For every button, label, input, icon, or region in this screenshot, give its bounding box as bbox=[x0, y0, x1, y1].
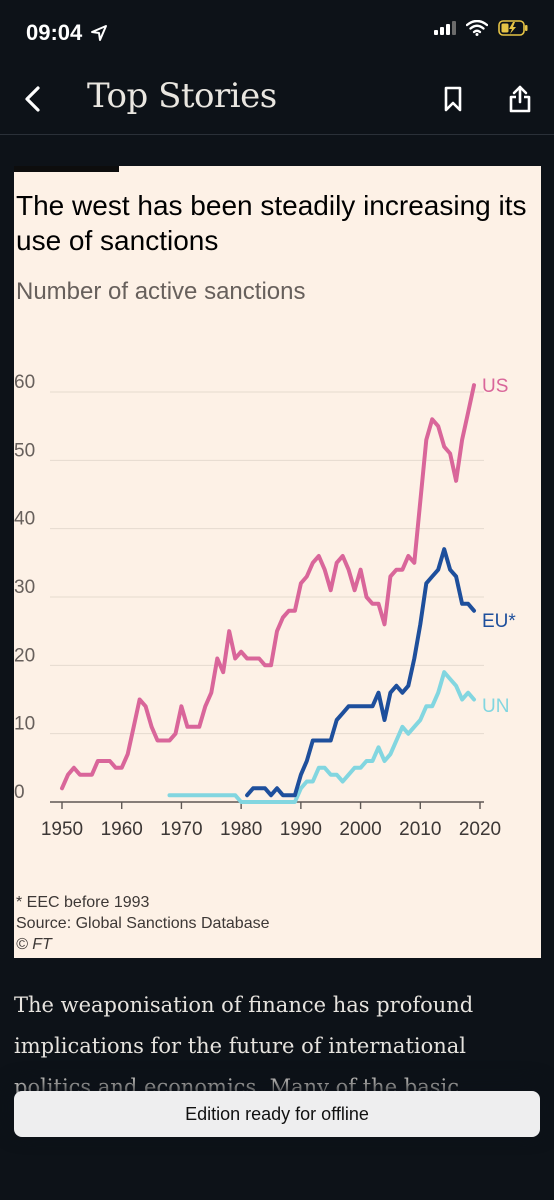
chart-card: The west has been steadily increasing it… bbox=[14, 166, 541, 958]
share-button[interactable] bbox=[503, 82, 537, 116]
location-arrow-icon bbox=[91, 25, 108, 41]
offline-toast-label: Edition ready for offline bbox=[185, 1103, 369, 1124]
x-tick-label: 1990 bbox=[280, 819, 322, 840]
y-tick-label: 60 bbox=[14, 372, 35, 393]
chevron-left-icon bbox=[25, 86, 40, 112]
series-line-us bbox=[60, 383, 476, 791]
wifi-icon bbox=[466, 20, 488, 36]
y-tick-label: 0 bbox=[14, 782, 25, 803]
chart-source: Source: Global Sanctions Database bbox=[16, 915, 270, 932]
x-tick-label: 2000 bbox=[339, 819, 381, 840]
article-body: The weaponisation of finance has profoun… bbox=[14, 993, 474, 1099]
chart-subtitle: Number of active sanctions bbox=[16, 278, 306, 305]
line-chart: 0 10 20 30 40 50 60 1950 1960 1970 1980 1990 2000 201… bbox=[14, 372, 516, 840]
x-tick-label: 1980 bbox=[220, 819, 262, 840]
y-tick-label: 40 bbox=[14, 509, 35, 530]
back-button[interactable] bbox=[16, 82, 50, 116]
y-tick-label: 30 bbox=[14, 577, 35, 598]
bookmark-button[interactable] bbox=[436, 82, 470, 116]
chart-title: The west has been steadily increasing it… bbox=[16, 190, 527, 256]
y-tick-label: 50 bbox=[14, 440, 35, 461]
status-icons bbox=[434, 20, 528, 36]
cellular-signal-icon bbox=[434, 21, 456, 35]
x-tick-label: 2020 bbox=[459, 819, 501, 840]
x-tick-label: 2010 bbox=[399, 819, 441, 840]
series-label-us: US bbox=[482, 376, 508, 397]
status-time: 09:04 bbox=[26, 20, 108, 46]
battery-charging-icon bbox=[498, 20, 528, 36]
bookmark-icon bbox=[444, 86, 462, 112]
status-bar: 09:04 bbox=[0, 0, 554, 62]
series-line-un bbox=[167, 670, 476, 804]
series-line-eu bbox=[245, 547, 476, 798]
series-label-eu: EU* bbox=[482, 611, 516, 632]
nav-bar: Top Stories bbox=[0, 62, 554, 135]
chart-footnote: * EEC before 1993 bbox=[16, 894, 150, 911]
share-icon bbox=[509, 85, 531, 113]
x-tick-label: 1960 bbox=[101, 819, 143, 840]
y-tick-label: 10 bbox=[14, 714, 35, 735]
status-time-label: 09:04 bbox=[26, 20, 83, 45]
x-tick-label: 1950 bbox=[41, 819, 83, 840]
offline-toast[interactable]: Edition ready for offline bbox=[14, 1091, 540, 1137]
series-label-un: UN bbox=[482, 696, 509, 717]
x-tick-label: 1970 bbox=[160, 819, 202, 840]
card-top-rule bbox=[14, 166, 119, 172]
page-title: Top Stories bbox=[87, 76, 277, 116]
y-tick-label: 20 bbox=[14, 645, 35, 666]
chart-copyright: © FT bbox=[16, 936, 52, 953]
